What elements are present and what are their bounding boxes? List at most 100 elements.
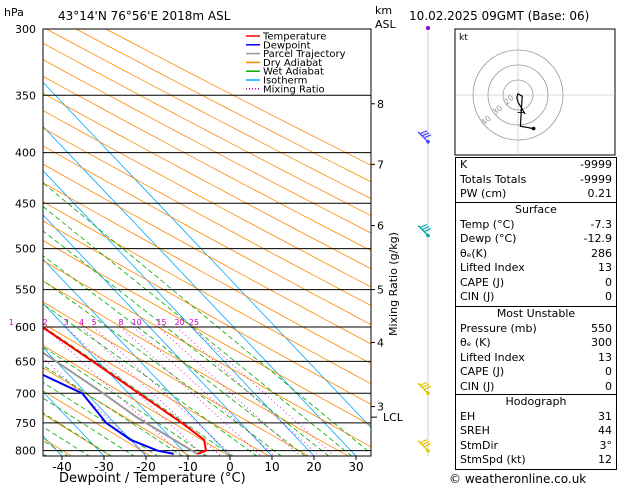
mixing-ratio-line [190,326,335,456]
pressure-tick-label: 450 [15,197,36,210]
dry-adiabat [43,182,371,365]
surface-label: CAPE (J) [460,275,505,289]
surface-value: -7.3 [590,217,612,231]
dry-adiabat [105,29,371,166]
location-title: 43°14'N 76°56'E 2018m ASL [58,9,231,23]
dry-adiabat [75,29,371,183]
mixing-ratio-line [93,326,234,456]
most-unstable-row: CAPE (J) 0 [456,365,616,380]
wind-barb-staff [417,382,429,394]
temperature-line [43,326,207,455]
legend-label: Parcel Trajectory [263,49,346,60]
surface-label: Temp (°C) [460,217,515,231]
mixing-ratio-label: 4 [79,318,84,327]
mixing-ratio-label: 3 [64,318,69,327]
x-tick-label: -40 [52,460,72,474]
most-unstable-label: Lifted Index [460,350,525,364]
dry-adiabat [43,201,371,385]
mixing-ratio-label: 25 [189,318,199,327]
most-unstable-label: Pressure (mb) [460,321,537,335]
surface-title: Surface [515,203,557,216]
mixing-ratio-label: 2 [43,318,48,327]
hodograph-stat-value: 12 [598,453,612,466]
pressure-tick-label: 700 [15,387,36,400]
surface-value: 286 [591,246,612,260]
height-unit-asl: ASL [375,18,397,31]
most-unstable-value: 0 [605,379,612,393]
hodograph-stat-label: StmDir [460,438,499,452]
wind-barb-flag [419,439,428,444]
mixing-ratio-line [65,326,206,456]
dry-adiabat [43,240,371,426]
surface-label: θₑ(K) [460,246,488,260]
background-lines [0,29,371,461]
hodograph-stat-row: SREH 44 [456,424,616,439]
pressure-tick-label: 400 [15,147,36,160]
index-value: 0.21 [587,187,613,200]
surface-value: 0 [605,290,612,303]
most-unstable-title: Most Unstable [496,307,576,320]
most-unstable-value: 550 [591,321,612,335]
hodograph-frame [454,28,616,156]
most-unstable-label: θₑ (K) [460,336,491,349]
dry-adiabat [43,110,371,288]
x-tick-label: -10 [178,460,198,474]
wet-adiabat [43,364,183,456]
wet-adiabat [43,206,353,456]
dry-adiabat [43,344,231,456]
wet-adiabat [43,303,258,456]
most-unstable-row: CIN (J) 0 [456,380,616,395]
hodograph-table-title: Hodograph [505,395,567,408]
dry-adiabat [43,42,371,217]
wet-adiabat [43,381,159,456]
wind-barb-staff [417,440,429,452]
hodograph-stat-value: 44 [598,424,612,437]
surface-row: CIN (J) 0 [456,290,616,305]
index-label: PW (cm) [460,187,507,200]
legend-label: Isotherm [263,76,307,87]
hodograph-unit: kt [459,33,468,43]
x-tick-label: 0 [226,460,234,474]
wind-barb-staff [417,131,429,143]
wind-barb-flag [419,130,428,135]
index-label: K [460,158,468,171]
surface-row: CAPE (J) 0 [456,276,616,291]
most-unstable-row: Lifted Index 13 [456,351,616,366]
dry-adiabat [43,163,371,345]
wind-barb-flag [419,381,428,386]
wind-barb-flag [423,443,432,448]
wind-top-marker [426,26,430,30]
most-unstable-row: Pressure (mb) 550 [456,322,616,337]
profiles [43,326,207,455]
most-unstable-label: CAPE (J) [460,365,505,378]
surface-label: Dewp (°C) [460,232,517,245]
mixing-ratio-label: 8 [118,318,123,327]
hodograph-stat-row: StmSpd (kt) 12 [456,453,616,468]
dry-adiabat [43,145,371,326]
wind-barbs [417,26,432,456]
wind-barb-flag [423,227,432,233]
wind-barb-flag [419,223,428,229]
x-tick-label: 10 [264,460,279,474]
dry-adiabat [0,29,1,461]
most-unstable-panel: Most Unstable Pressure (mb) 550 θₑ (K) 300 L… [455,306,617,395]
pressure-tick-label: 500 [15,243,36,256]
wind-barb-flag [421,132,430,137]
index-value: -9999 [580,172,612,186]
hodograph-stat-row: EH 31 [456,410,616,425]
dewpoint-line [43,373,174,455]
mixing-ratio-axis-label: Mixing Ratio (g/kg) [387,232,400,336]
surface-value: -12.9 [583,232,612,245]
pressure-unit: hPa [4,6,24,19]
surface-row: θₑ(K) 286 [456,247,616,262]
surface-rows: Temp (°C) -7.3 Dewp (°C) -12.9 θₑ(K) 286 Lifte… [456,218,616,305]
hodograph-stat-label: StmSpd (kt) [460,453,526,466]
surface-row: Temp (°C) -7.3 [456,218,616,233]
dry-adiabat [43,220,371,405]
most-unstable-value: 0 [605,365,612,378]
hodograph-trace [516,92,534,130]
mixing-ratio-label: 5 [91,318,96,327]
mixing-ratio-line [158,326,301,456]
isotherm-line [43,214,273,456]
surface-row: Lifted Index 13 [456,261,616,276]
